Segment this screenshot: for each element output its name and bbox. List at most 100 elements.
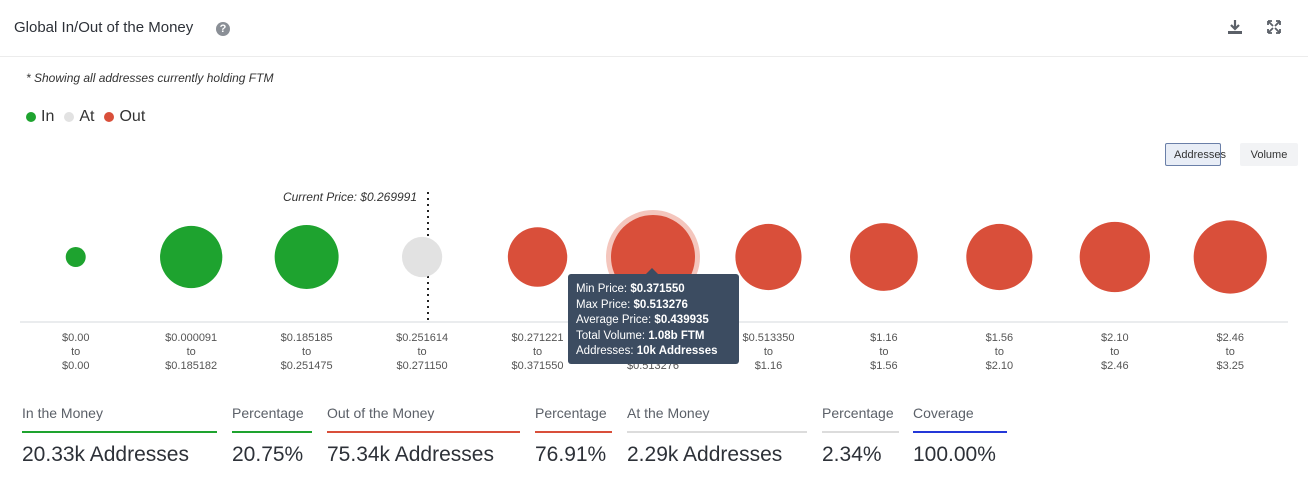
stat-out-percentage: Percentage 76.91% [535, 405, 612, 467]
stat-underline [822, 431, 899, 433]
legend-label: In [41, 108, 55, 125]
volume-toggle-button[interactable]: Volume [1240, 143, 1298, 166]
legend-item-at[interactable]: At [64, 108, 94, 126]
tick-label: $1.16 [755, 360, 783, 372]
stat-value: 100.00% [913, 443, 996, 466]
bubble-out[interactable] [966, 223, 1033, 291]
bubble-out[interactable] [735, 223, 802, 291]
stat-value: 20.75% [232, 443, 304, 466]
bubble-out[interactable] [850, 223, 918, 291]
tooltip-addresses: 10k Addresses [636, 345, 718, 357]
stat-value: 76.91% [535, 443, 607, 466]
stat-at-the-money: At the Money 2.29k Addresses [627, 405, 807, 467]
stat-label: Percentage [535, 405, 607, 421]
current-price-label: Current Price: $0.269991 [283, 190, 417, 204]
legend-dot-in [26, 112, 36, 122]
tooltip-addresses-label: Addresses: [576, 345, 634, 357]
legend-item-in[interactable]: In [26, 108, 54, 126]
tick-label: $3.25 [1217, 360, 1245, 372]
stat-label: Out of the Money [327, 405, 435, 421]
tick-label: $0.185185 [281, 332, 333, 344]
tooltip-max-price: $0.513276 [633, 298, 688, 311]
tooltip-min-price: $0.371550 [630, 283, 685, 295]
tick-label: to [187, 346, 196, 358]
stat-label: Percentage [232, 405, 304, 421]
tick-label: $0.00 [62, 332, 90, 344]
tick-label: $2.46 [1217, 332, 1245, 344]
tick-label: $0.271150 [396, 360, 447, 372]
stat-underline [535, 431, 612, 433]
legend-label: Out [119, 108, 146, 125]
legend-label: At [79, 108, 95, 125]
holding-note: * Showing all addresses currently holdin… [26, 71, 274, 85]
tooltip-volume: 1.08b FTM [648, 329, 705, 342]
legend-dot-at [64, 112, 75, 122]
legend-item-out[interactable]: Out [104, 108, 145, 126]
chart-title: Global In/Out of the Money [14, 19, 194, 36]
stat-in-percentage: Percentage 20.75% [232, 405, 312, 467]
tooltip-avg-price: $0.439935 [654, 314, 709, 326]
tooltip-volume-label: Total Volume: [576, 329, 646, 342]
stat-underline [913, 431, 1007, 433]
tooltip-arrow [646, 268, 658, 274]
stat-coverage: Coverage 100.00% [913, 405, 1007, 467]
tooltip-avg-price-label: Average Price: [576, 314, 652, 326]
bubble-in[interactable] [274, 225, 339, 289]
tick-label: $0.251475 [281, 360, 333, 372]
stat-value: 2.29k Addresses [627, 443, 783, 466]
bubble-out[interactable] [507, 227, 568, 287]
tick-label: $1.56 [870, 360, 898, 372]
stat-underline [327, 431, 520, 433]
download-icon[interactable] [1225, 18, 1245, 38]
tick-label: to [764, 346, 773, 358]
tick-label: to [1110, 346, 1119, 358]
tooltip-min-price-label: Min Price: [576, 283, 628, 295]
tick-label: $1.56 [986, 332, 1014, 344]
bubble-tooltip: Min Price: $0.371550 Max Price: $0.51327… [568, 268, 739, 364]
tick-label: to [533, 346, 542, 358]
tick-label: to [1226, 346, 1235, 358]
tick-label: to [995, 346, 1004, 358]
addresses-toggle-button[interactable]: Addresses [1165, 143, 1226, 166]
tick-label: $0.000091 [165, 332, 217, 344]
tooltip-max-price-label: Max Price: [576, 298, 631, 311]
tick-label: $0.00 [62, 360, 90, 372]
tick-labels: $0.00 to $0.00 $0.000091 to $0.185182 $0.18518… [62, 332, 1244, 372]
legend: In At Out [26, 108, 155, 126]
stat-label: At the Money [627, 405, 710, 421]
chart-header: Global In/Out of the Money ? [0, 0, 1308, 57]
tick-label: $2.10 [1101, 332, 1129, 344]
tick-label: $0.513350 [742, 332, 794, 344]
tick-label: to [71, 346, 80, 358]
tick-label: to [417, 346, 426, 358]
bubble-out[interactable] [1193, 220, 1267, 294]
tick-label: $2.10 [986, 360, 1014, 372]
tick-label: $0.271221 [512, 332, 564, 344]
stat-label: Coverage [913, 405, 974, 421]
bubble-out[interactable] [1079, 221, 1150, 293]
stat-out-of-the-money: Out of the Money 75.34k Addresses [327, 405, 520, 467]
bubble-at[interactable] [401, 236, 443, 278]
bubble-in[interactable] [160, 225, 223, 289]
stat-value: 20.33k Addresses [22, 443, 189, 466]
tick-label: to [302, 346, 311, 358]
tick-label: $0.371550 [512, 360, 564, 372]
tick-label: to [879, 346, 888, 358]
stat-label: In the Money [22, 405, 103, 421]
tick-label: $0.251614 [396, 332, 448, 344]
stat-at-percentage: Percentage 2.34% [822, 405, 899, 467]
tick-label: $2.46 [1101, 360, 1129, 372]
stat-label: Percentage [822, 405, 894, 421]
stat-in-the-money: In the Money 20.33k Addresses [22, 405, 217, 467]
fullscreen-icon[interactable] [1264, 18, 1284, 38]
stat-underline [627, 431, 807, 433]
legend-dot-out [104, 112, 115, 122]
tick-label: $0.185182 [165, 360, 217, 372]
stat-underline [22, 431, 217, 433]
stat-value: 75.34k Addresses [327, 443, 494, 466]
stat-value: 2.34% [822, 443, 882, 466]
stat-underline [232, 431, 312, 433]
bubble-in[interactable] [65, 247, 86, 267]
tick-label: $1.16 [870, 332, 898, 344]
help-icon[interactable]: ? [216, 22, 230, 36]
